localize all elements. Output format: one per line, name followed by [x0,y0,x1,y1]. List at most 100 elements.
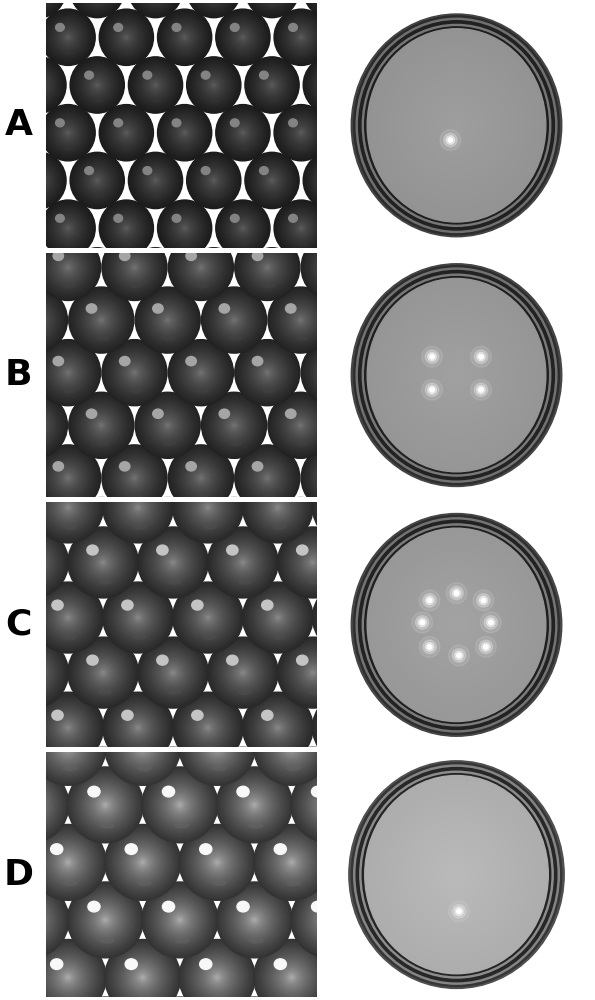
Ellipse shape [172,561,174,564]
Ellipse shape [21,661,45,684]
Ellipse shape [48,352,89,394]
Ellipse shape [254,162,290,199]
Ellipse shape [124,713,152,742]
Ellipse shape [439,106,474,145]
Ellipse shape [0,653,67,727]
Ellipse shape [183,483,233,532]
Ellipse shape [0,724,2,731]
Ellipse shape [2,497,67,564]
Ellipse shape [162,205,207,252]
Ellipse shape [340,187,394,242]
Ellipse shape [195,725,240,770]
Ellipse shape [130,154,181,207]
Ellipse shape [375,445,390,459]
Ellipse shape [256,942,327,1000]
Ellipse shape [338,15,381,60]
Ellipse shape [123,492,154,523]
Ellipse shape [5,396,64,455]
Ellipse shape [334,182,399,248]
Ellipse shape [148,77,162,92]
Ellipse shape [232,26,253,49]
Ellipse shape [86,305,117,335]
Ellipse shape [17,196,54,234]
Ellipse shape [113,23,140,51]
Ellipse shape [260,716,323,779]
Ellipse shape [145,424,201,481]
Ellipse shape [27,557,39,568]
Ellipse shape [425,591,488,659]
Ellipse shape [280,750,346,816]
Ellipse shape [64,494,76,498]
Ellipse shape [259,488,297,526]
Ellipse shape [245,244,290,291]
Ellipse shape [22,307,48,333]
Ellipse shape [294,313,307,327]
Ellipse shape [367,278,546,472]
Ellipse shape [20,65,58,105]
Ellipse shape [123,147,133,150]
Ellipse shape [313,247,354,288]
Ellipse shape [352,221,367,236]
Ellipse shape [183,943,251,1000]
Ellipse shape [14,654,52,692]
Ellipse shape [133,0,178,13]
Ellipse shape [0,366,8,379]
Ellipse shape [0,888,62,952]
Ellipse shape [352,514,362,524]
Ellipse shape [250,708,263,713]
Ellipse shape [112,832,173,893]
Ellipse shape [248,60,296,110]
Ellipse shape [246,0,298,17]
Ellipse shape [30,689,32,691]
Ellipse shape [75,424,131,481]
Ellipse shape [129,718,148,737]
Ellipse shape [46,15,90,60]
Ellipse shape [327,177,334,184]
Ellipse shape [132,501,144,513]
Ellipse shape [232,772,253,793]
Ellipse shape [73,155,121,206]
Ellipse shape [0,658,62,721]
Ellipse shape [61,365,76,380]
Ellipse shape [66,226,70,230]
Ellipse shape [137,0,174,8]
Ellipse shape [418,84,494,166]
Ellipse shape [0,717,24,778]
Circle shape [419,637,440,657]
Ellipse shape [292,768,366,842]
Ellipse shape [241,35,245,39]
Ellipse shape [18,514,51,547]
Ellipse shape [208,175,219,186]
Ellipse shape [233,214,235,216]
Ellipse shape [425,92,488,159]
Ellipse shape [131,264,138,271]
Ellipse shape [354,412,380,439]
Ellipse shape [18,437,48,468]
Ellipse shape [212,972,222,982]
Ellipse shape [52,961,84,994]
Ellipse shape [206,966,228,989]
Ellipse shape [175,823,189,828]
Ellipse shape [10,759,57,806]
Ellipse shape [34,529,36,532]
Ellipse shape [17,765,28,775]
Ellipse shape [55,494,81,520]
Ellipse shape [24,70,54,100]
Ellipse shape [0,474,31,541]
Ellipse shape [223,773,286,836]
Ellipse shape [287,307,314,333]
Ellipse shape [255,704,301,751]
Ellipse shape [251,63,293,107]
Ellipse shape [169,21,200,53]
Ellipse shape [247,0,298,16]
Ellipse shape [162,442,183,463]
Ellipse shape [271,275,273,277]
Ellipse shape [306,445,320,459]
Ellipse shape [107,208,145,248]
Ellipse shape [347,637,418,708]
Ellipse shape [97,547,109,551]
Ellipse shape [176,347,226,398]
Ellipse shape [28,169,50,192]
Ellipse shape [340,398,394,453]
Ellipse shape [298,423,303,428]
